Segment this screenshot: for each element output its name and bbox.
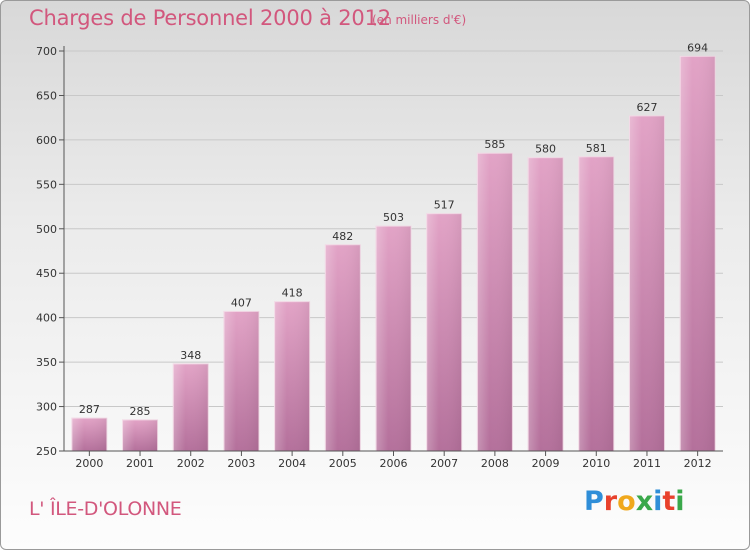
data-label: 585	[484, 138, 505, 151]
logo-letter: t	[662, 486, 676, 517]
logo-letter: r	[603, 486, 618, 517]
bar-shade	[528, 157, 564, 451]
x-tick-label: 2010	[582, 457, 610, 470]
x-tick-label: 2000	[75, 457, 103, 470]
y-tick-label: 250	[36, 445, 57, 458]
data-label: 285	[130, 405, 151, 418]
data-label: 580	[535, 143, 556, 156]
data-label: 418	[282, 287, 303, 300]
bar-shade	[173, 363, 209, 451]
chart-title: Charges de Personnel 2000 à 2012	[29, 6, 391, 30]
bar-shade	[477, 153, 513, 451]
y-tick-label: 700	[36, 45, 57, 58]
bar-shade	[223, 311, 259, 451]
x-tick-label: 2004	[278, 457, 306, 470]
data-label: 482	[332, 230, 353, 243]
x-tick-label: 2009	[532, 457, 560, 470]
logo-letter: i	[653, 486, 663, 517]
y-tick-label: 600	[36, 134, 57, 147]
x-tick-label: 2012	[684, 457, 712, 470]
data-label: 517	[434, 199, 455, 212]
data-label: 348	[180, 349, 201, 362]
x-tick-label: 2001	[126, 457, 154, 470]
y-tick-label: 350	[36, 356, 57, 369]
x-tick-label: 2003	[227, 457, 255, 470]
chart-subtitle: (en milliers d'€)	[372, 13, 467, 27]
data-label: 407	[231, 296, 252, 309]
bar-shade	[325, 244, 361, 451]
data-label: 503	[383, 211, 404, 224]
x-tick-label: 2006	[380, 457, 408, 470]
y-tick-label: 650	[36, 89, 57, 102]
bar-shade	[71, 418, 107, 451]
x-tick-label: 2011	[633, 457, 661, 470]
y-tick-label: 550	[36, 178, 57, 191]
bar-shade	[629, 115, 665, 451]
bar-shade	[426, 213, 462, 451]
x-tick-label: 2005	[329, 457, 357, 470]
bar-shade	[578, 156, 614, 451]
bar-shade	[274, 301, 310, 451]
data-label: 581	[586, 142, 607, 155]
y-tick-label: 450	[36, 267, 57, 280]
bar-shade	[122, 419, 158, 451]
data-label: 627	[636, 101, 657, 114]
proxiti-logo: Proxiti	[584, 486, 685, 517]
bar-shade	[680, 56, 716, 451]
x-tick-label: 2007	[430, 457, 458, 470]
y-tick-label: 300	[36, 401, 57, 414]
logo-letter: P	[584, 486, 604, 517]
bar-shade	[376, 226, 411, 451]
logo-letter: x	[635, 486, 654, 517]
x-tick-label: 2008	[481, 457, 509, 470]
data-label: 287	[79, 403, 100, 416]
place-name: L' ÎLE-D'OLONNE	[29, 498, 182, 520]
y-tick-label: 500	[36, 223, 57, 236]
x-tick-label: 2002	[177, 457, 205, 470]
y-tick-label: 400	[36, 312, 57, 325]
logo-letter: o	[617, 486, 636, 517]
data-label: 694	[687, 41, 708, 54]
logo-letter: i	[675, 486, 685, 517]
